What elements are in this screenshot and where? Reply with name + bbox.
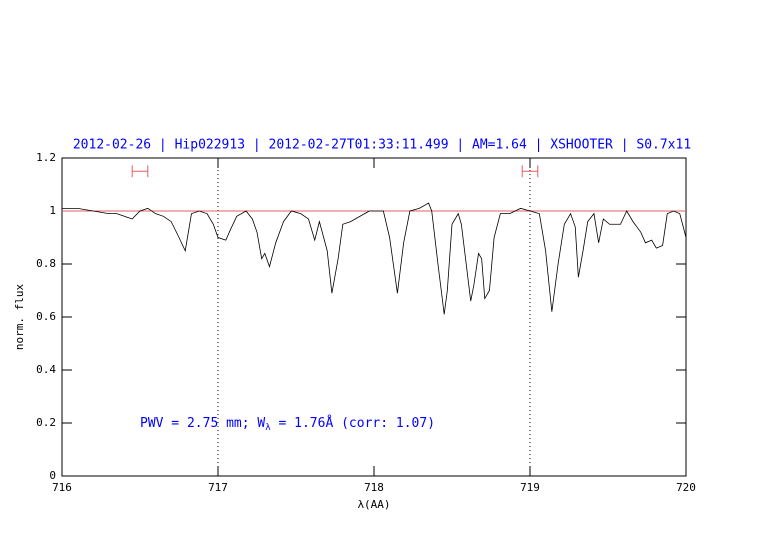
- interval-marker: [521, 165, 539, 178]
- y-tick-label: 0: [49, 469, 56, 482]
- spectrum-line: [62, 202, 687, 315]
- interval-marker: [131, 165, 149, 178]
- y-tick-label: 0.8: [36, 257, 56, 270]
- x-tick-label: 719: [520, 481, 540, 494]
- x-axis-label: λ(AA): [357, 498, 390, 511]
- y-tick-label: 0.6: [36, 310, 56, 323]
- annotation: PWV = 2.75 mm; Wλ = 1.76Å (corr: 1.07): [140, 415, 435, 433]
- y-tick-label: 0.4: [36, 363, 56, 376]
- x-tick-label: 720: [676, 481, 696, 494]
- x-tick-label: 716: [52, 481, 72, 494]
- y-tick-label: 1: [49, 204, 56, 217]
- y-tick-label: 1.2: [36, 151, 56, 164]
- annotation-text: = 1.76Å (corr: 1.07): [271, 415, 435, 431]
- chart-title: 2012-02-26 | Hip022913 | 2012-02-27T01:3…: [73, 138, 691, 153]
- y-tick-label: 0.2: [36, 416, 56, 429]
- annotation-subscript: λ: [265, 423, 271, 433]
- x-tick-label: 718: [364, 481, 384, 494]
- annotation-text: PWV = 2.75 mm; W: [140, 416, 265, 431]
- y-axis-label: norm. flux: [13, 284, 26, 351]
- x-tick-label: 717: [208, 481, 228, 494]
